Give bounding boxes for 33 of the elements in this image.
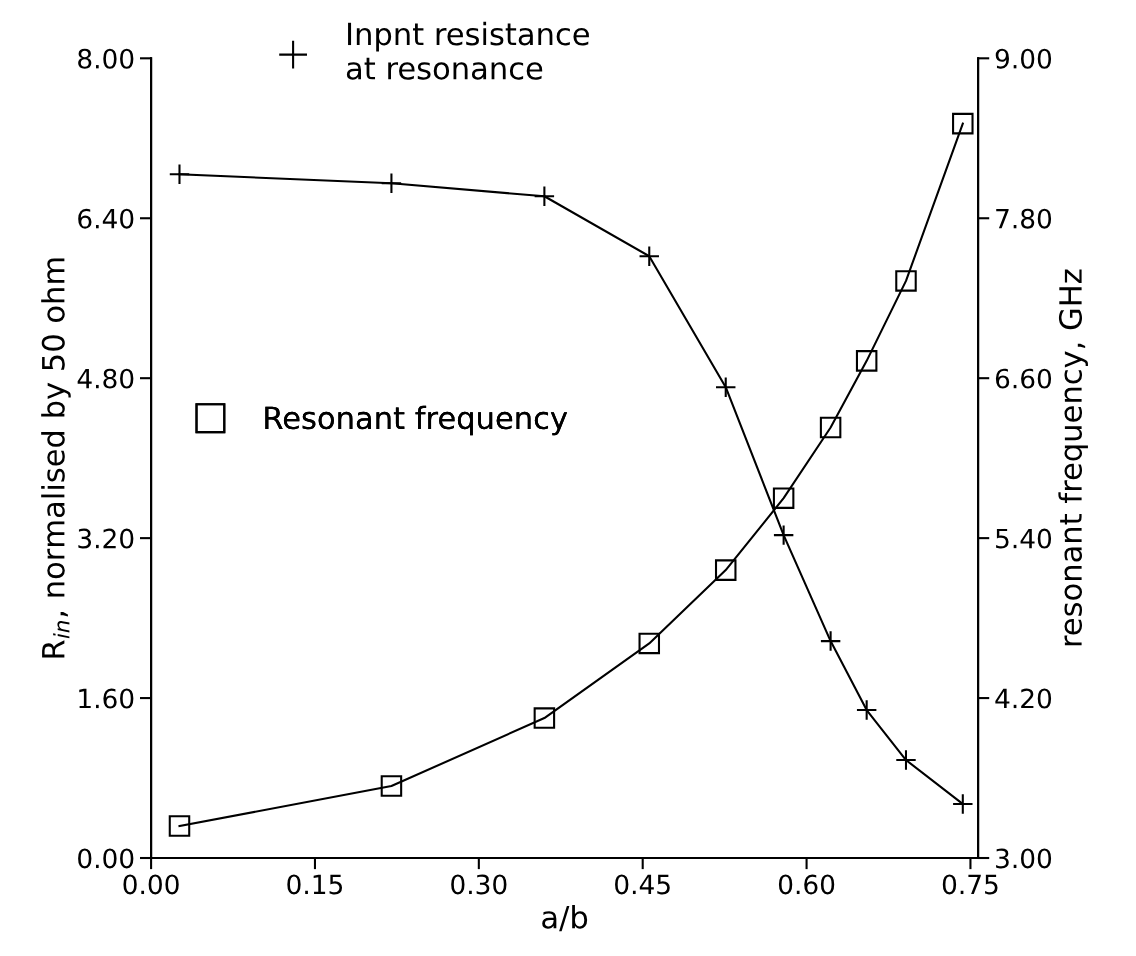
y2-tick-label: 6.60 <box>995 368 1052 389</box>
legend-label: Inpnt resistance at resonance <box>346 21 589 80</box>
point <box>895 270 917 292</box>
y-axis-title: R$_{in}$, normalised by 50 ohm <box>41 258 71 658</box>
y-tick-label: 4.80 <box>77 368 134 389</box>
y-tick-label: 0.00 <box>78 848 134 869</box>
point <box>533 707 556 729</box>
point <box>714 559 737 581</box>
point <box>855 350 878 372</box>
y-tick-label: 8.00 <box>78 48 134 69</box>
y2-tick-label: 9.00 <box>995 48 1052 69</box>
point <box>952 112 974 135</box>
y2-tick-label: 4.20 <box>995 688 1052 709</box>
y2-tick-label: 5.40 <box>996 528 1052 549</box>
y-tick-label: 6.40 <box>78 208 134 229</box>
x-tick-label: 0.60 <box>778 874 835 895</box>
y-tick-label: 1.60 <box>79 688 134 709</box>
x-axis-title: a/b <box>542 905 588 932</box>
y-tick-label: 3.20 <box>78 528 134 549</box>
x-tick-label: 0.75 <box>942 874 998 895</box>
point <box>168 815 191 837</box>
x-tick-label: 0.00 <box>123 874 179 895</box>
point <box>638 632 661 655</box>
legend-label: Resonant frequency <box>265 405 568 436</box>
point <box>380 775 403 797</box>
x-tick-label: 0.45 <box>615 874 670 895</box>
y2-tick-label: 3.00 <box>996 848 1052 869</box>
y2-tick-label: 7.80 <box>996 208 1052 229</box>
point <box>772 487 795 509</box>
x-tick-label: 0.15 <box>287 874 343 895</box>
y2-axis-title: resonant frequency, GHz <box>1058 269 1088 646</box>
x-tick-label: 0.30 <box>451 874 507 895</box>
point <box>819 416 842 439</box>
